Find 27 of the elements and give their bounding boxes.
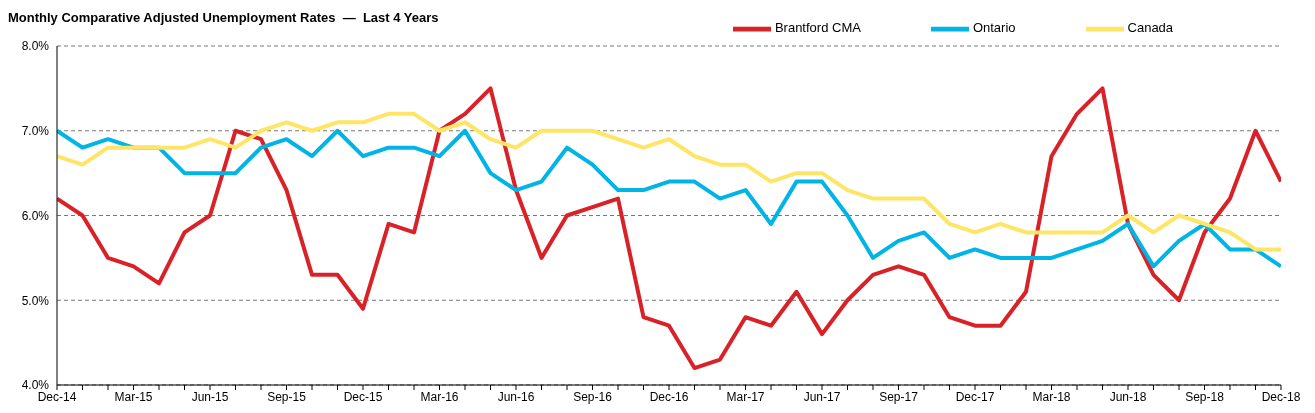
legend-label: Ontario — [972, 20, 1016, 36]
y-tick-label: 6.0% — [21, 208, 50, 223]
x-tick-label: Sep-18 — [1185, 389, 1225, 404]
y-tick-label: 8.0% — [21, 39, 50, 54]
line-series — [57, 111, 1281, 252]
x-tick-label: Dec-16 — [649, 389, 689, 404]
legend-label: Canada — [1127, 20, 1174, 36]
x-tick-label: Jun-17 — [803, 389, 841, 404]
y-tick-label: 5.0% — [21, 293, 50, 308]
x-tick-label: Dec-17 — [955, 389, 995, 404]
line-series — [57, 86, 1281, 371]
y-tick-label: 7.0% — [21, 124, 50, 139]
x-tick-label: Dec-15 — [343, 389, 383, 404]
chart-title: Monthly Comparative Adjusted Unemployment Rates — Last 4 Years — [8, 10, 439, 25]
x-tick-label: Jun-16 — [497, 389, 535, 404]
legend-label: Brantford CMA — [774, 20, 861, 36]
line-series — [57, 128, 1281, 269]
x-tick-label: Jun-15 — [191, 389, 229, 404]
x-tick-label: Sep-17 — [879, 389, 919, 404]
x-tick-label: Mar-16 — [420, 389, 459, 404]
x-tick-label: Sep-15 — [267, 389, 307, 404]
x-tick-label: Mar-15 — [114, 389, 153, 404]
x-tick-label: Jun-18 — [1109, 389, 1147, 404]
x-tick-label: Mar-17 — [726, 389, 765, 404]
x-tick-label: Mar-18 — [1032, 389, 1071, 404]
x-tick-label: Sep-16 — [573, 389, 613, 404]
x-tick-label: Dec-18 — [1261, 389, 1301, 404]
